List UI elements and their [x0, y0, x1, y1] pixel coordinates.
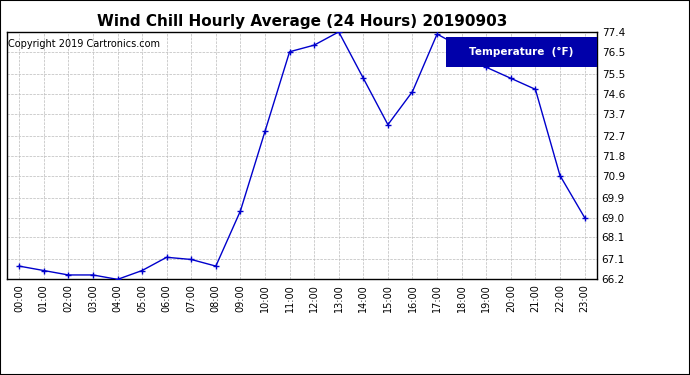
Title: Wind Chill Hourly Average (24 Hours) 20190903: Wind Chill Hourly Average (24 Hours) 201… — [97, 14, 507, 29]
Text: Copyright 2019 Cartronics.com: Copyright 2019 Cartronics.com — [8, 39, 160, 49]
